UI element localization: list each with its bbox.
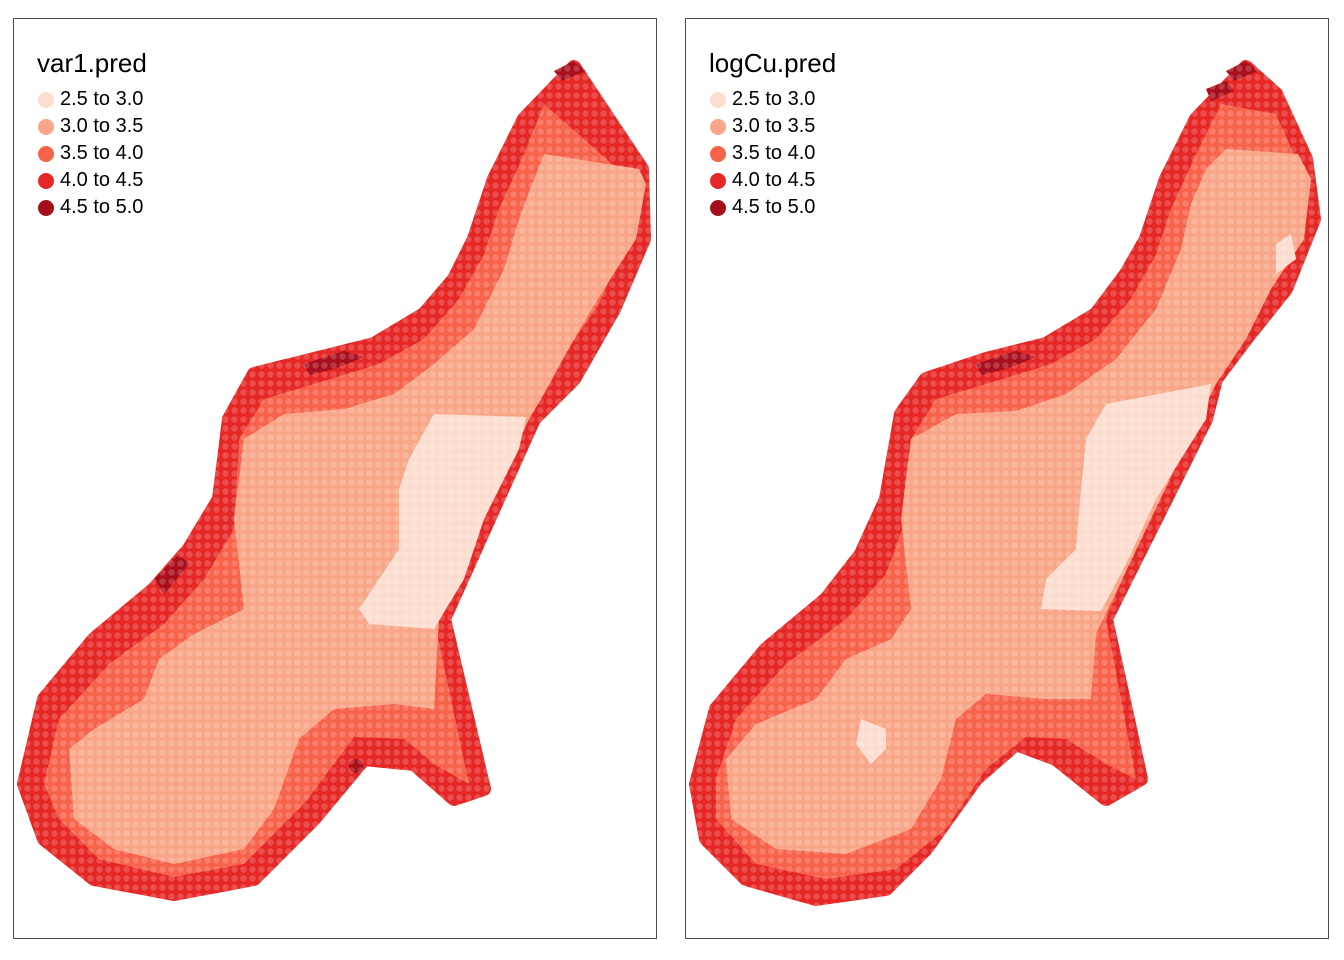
- legend-swatch: [38, 145, 54, 162]
- legend-item: 2.5 to 3.0: [37, 86, 147, 113]
- legend-item: 2.5 to 3.0: [709, 86, 836, 113]
- legend-label: 3.5 to 4.0: [732, 142, 816, 164]
- map-panel-logcu-pred: logCu.pred 2.5 to 3.0 3.0 to 3.5 3.5 to …: [685, 18, 1329, 939]
- legend-label: 3.0 to 3.5: [60, 115, 144, 137]
- legend-item: 4.5 to 5.0: [709, 194, 836, 221]
- legend-title: var1.pred: [37, 48, 147, 78]
- legend-item: 3.5 to 4.0: [709, 140, 836, 167]
- legend-swatch: [710, 91, 726, 108]
- legend-title: logCu.pred: [709, 48, 837, 78]
- legend-item: 4.5 to 5.0: [37, 194, 147, 221]
- legend: logCu.pred 2.5 to 3.0 3.0 to 3.5 3.5 to …: [709, 47, 836, 221]
- legend-item: 3.0 to 3.5: [709, 113, 836, 140]
- legend-swatch: [38, 172, 54, 189]
- legend-swatch: [710, 199, 726, 216]
- legend-label: 4.5 to 5.0: [732, 196, 816, 218]
- legend-label: 4.5 to 5.0: [60, 196, 144, 218]
- legend-swatch: [710, 145, 726, 162]
- legend-label: 2.5 to 3.0: [732, 88, 816, 110]
- legend-item: 3.0 to 3.5: [37, 113, 147, 140]
- legend-item: 4.0 to 4.5: [709, 167, 836, 194]
- legend-swatch: [38, 118, 54, 135]
- legend-swatch: [38, 91, 54, 108]
- legend-swatch: [38, 199, 54, 216]
- legend-label: 3.5 to 4.0: [60, 142, 144, 164]
- legend: var1.pred 2.5 to 3.0 3.0 to 3.5 3.5 to 4…: [37, 47, 147, 221]
- legend-label: 4.0 to 4.5: [60, 169, 144, 191]
- legend-label: 4.0 to 4.5: [732, 169, 816, 191]
- legend-label: 3.0 to 3.5: [732, 115, 816, 137]
- legend-item: 4.0 to 4.5: [37, 167, 147, 194]
- legend-item: 3.5 to 4.0: [37, 140, 147, 167]
- legend-label: 2.5 to 3.0: [60, 88, 144, 110]
- legend-swatch: [710, 172, 726, 189]
- legend-swatch: [710, 118, 726, 135]
- map-panel-var1-pred: var1.pred 2.5 to 3.0 3.0 to 3.5 3.5 to 4…: [13, 18, 657, 939]
